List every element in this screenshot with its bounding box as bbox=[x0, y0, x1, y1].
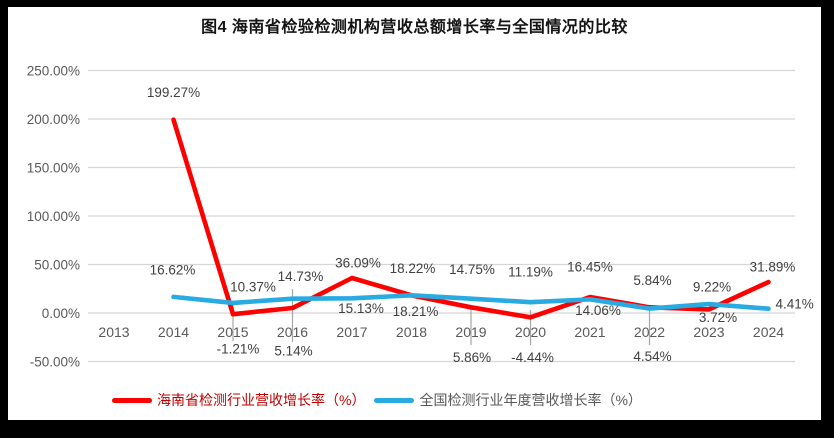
data-label-hainan-2021: 16.45% bbox=[567, 260, 613, 275]
y-axis-tick: 250.00% bbox=[27, 64, 80, 79]
legend-item-national: 全国检测行业年度营收增长率（%） bbox=[374, 390, 642, 410]
x-axis-tick: 2023 bbox=[693, 324, 724, 340]
y-axis-tick: 0.00% bbox=[42, 306, 80, 321]
data-label-national-2016: 14.73% bbox=[278, 269, 324, 284]
data-label-national-2021: 14.06% bbox=[575, 303, 621, 318]
y-axis-tick: 50.00% bbox=[34, 258, 80, 273]
data-label-hainan-2014: 199.27% bbox=[147, 85, 200, 100]
y-axis-tick: -50.00% bbox=[30, 355, 80, 370]
data-label-national-2014: 16.62% bbox=[150, 262, 196, 277]
data-label-hainan-2016: 5.14% bbox=[274, 344, 312, 359]
data-label-hainan-2019: 5.86% bbox=[453, 350, 491, 365]
data-label-hainan-2017: 36.09% bbox=[335, 255, 381, 270]
chart-canvas bbox=[8, 7, 821, 420]
data-label-hainan-2020: -4.44% bbox=[511, 350, 554, 365]
legend: 海南省检测行业营收增长率（%） 全国检测行业年度营收增长率（%） bbox=[112, 390, 642, 410]
data-label-national-2022: 4.54% bbox=[633, 349, 671, 364]
x-axis-tick: 2017 bbox=[336, 324, 367, 340]
x-axis-tick: 2018 bbox=[396, 324, 427, 340]
series-line-national bbox=[171, 293, 771, 312]
data-label-national-2015: 10.37% bbox=[230, 279, 276, 294]
data-label-national-2020: 11.19% bbox=[508, 265, 553, 280]
data-label-hainan-2024: 31.89% bbox=[750, 260, 796, 275]
data-label-hainan-2015: -1.21% bbox=[217, 342, 260, 357]
data-label-national-2024: 4.41% bbox=[776, 297, 814, 312]
legend-item-hainan: 海南省检测行业营收增长率（%） bbox=[112, 390, 365, 410]
data-label-hainan-2022: 5.84% bbox=[633, 273, 671, 288]
chart-title: 图4 海南省检验检测机构营收总额增长率与全国情况的比较 bbox=[201, 19, 628, 36]
legend-swatch-national-icon bbox=[374, 397, 415, 403]
legend-swatch-hainan-icon bbox=[112, 397, 152, 403]
legend-label-hainan: 海南省检测行业营收增长率（%） bbox=[157, 392, 366, 408]
x-axis-tick: 2021 bbox=[574, 324, 605, 340]
data-label-hainan-2018: 18.22% bbox=[390, 261, 436, 276]
legend-label-national: 全国检测行业年度营收增长率（%） bbox=[419, 392, 642, 408]
y-axis-tick: 100.00% bbox=[27, 209, 80, 224]
data-label-national-2023: 9.22% bbox=[693, 280, 731, 295]
data-label-national-2019: 14.75% bbox=[449, 262, 495, 277]
y-axis-tick: 150.00% bbox=[27, 161, 80, 176]
data-label-hainan-2023: 3.72% bbox=[699, 310, 737, 325]
y-axis-tick: 200.00% bbox=[27, 112, 80, 127]
x-axis-tick: 2014 bbox=[158, 324, 189, 340]
data-label-national-2017: 15.13% bbox=[338, 301, 384, 316]
x-axis-tick: 2013 bbox=[98, 324, 129, 340]
x-axis-tick: 2024 bbox=[753, 324, 784, 340]
data-label-national-2018: 18.21% bbox=[393, 304, 439, 319]
